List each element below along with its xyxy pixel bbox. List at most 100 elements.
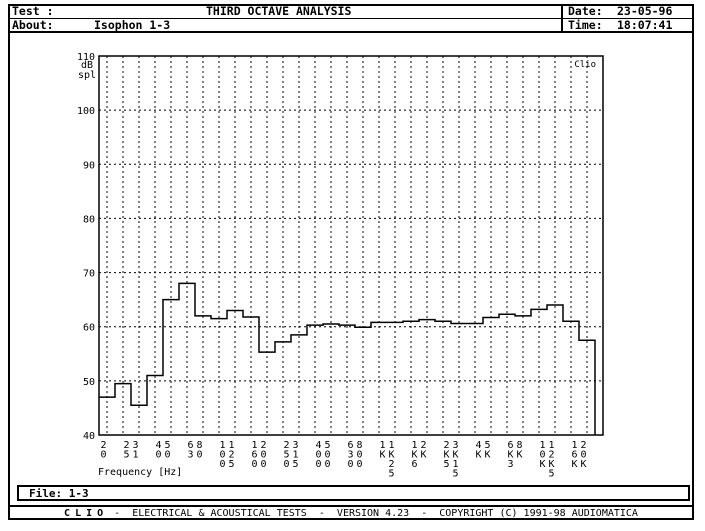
x-tick-char: 0 [315,450,321,461]
x-tick-char: 2 [228,450,234,461]
x-tick-char: 3 [187,450,193,461]
x-tick-char: 6 [571,450,577,461]
x-tick-labels: 2 02 53 14 05 06 38 01 0 01 2 51 6 02 0 02 5 03 1 54 0 05 0 06 3… [100,440,586,480]
x-tick-char: 3 [132,440,138,451]
x-tick-char: 5 [548,469,554,480]
x-tick-char: 6 [411,459,417,470]
x-tick-char: 5 [388,469,394,480]
x-tick-char: K [379,450,385,461]
x-tick-char: K [539,459,545,470]
x-tick-char: 5 [484,440,490,451]
x-tick-char: 2 [260,440,266,451]
x-tick-char: 5 [164,440,170,451]
y-tick-label: 40 [83,431,95,442]
spectrum-trace [99,282,596,435]
header-row-test: Test : THIRD OCTAVE ANALYSIS Date: 23-05… [8,4,694,19]
y-tick-label: 70 [83,269,95,280]
x-tick-char: 0 [219,450,225,461]
header-row-about: About: Isophon 1-3 Time: 18:07:41 [8,18,694,33]
x-tick-char: 0 [315,459,321,470]
x-tick-char: 0 [356,459,362,470]
x-tick-char: 1 [292,450,298,461]
file-value: 1-3 [68,487,89,500]
y-tick-label: 50 [83,377,95,388]
x-tick-char: 0 [347,459,353,470]
x-tick-char: K [475,450,481,461]
y-axis-label: dB spl [78,60,96,81]
x-tick-char: 4 [155,440,161,451]
page-title: THIRD OCTAVE ANALYSIS [206,4,352,18]
x-tick-char: 2 [283,440,289,451]
date-value: 23-05-96 [617,4,673,18]
x-tick-char: 4 [315,440,321,451]
file-box: File: 1-3 [17,485,690,501]
about-label: About: [12,18,54,32]
x-tick-char: 1 [379,440,385,451]
x-tick-char: 5 [443,459,449,470]
x-tick-char: 0 [196,450,202,461]
x-tick-char: K [580,459,586,470]
plot-border [98,55,604,436]
x-tick-char: 8 [356,440,362,451]
x-tick-char: 0 [580,450,586,461]
x-tick-char: 0 [155,450,161,461]
x-tick-char: 6 [507,440,513,451]
x-tick-char: 0 [539,450,545,461]
x-tick-char: 8 [196,440,202,451]
x-tick-char: 1 [388,440,394,451]
x-tick-char: 2 [123,440,129,451]
x-tick-char: 3 [292,440,298,451]
x-tick-char: K [443,450,449,461]
x-tick-char: 0 [100,450,106,461]
window-frame [8,4,694,520]
x-tick-char: 1 [132,450,138,461]
y-tick-label: 60 [83,323,95,334]
x-tick-char: 1 [219,440,225,451]
x-tick-char: K [507,450,513,461]
x-tick-char: 4 [475,440,481,451]
status-footer: CLIO - ELECTRICAL & ACOUSTICAL TESTS - V… [8,505,694,520]
about-value: Isophon 1-3 [94,18,171,32]
x-tick-char: 1 [251,440,257,451]
x-tick-char: 2 [388,459,394,470]
x-tick-char: 1 [548,440,554,451]
x-tick-char: 6 [251,450,257,461]
x-tick-char: 5 [324,440,330,451]
x-tick-char: 0 [219,459,225,470]
y-axis-label-line: dB [81,60,93,71]
x-tick-char: 3 [347,450,353,461]
x-tick-char: 1 [228,440,234,451]
x-tick-char: 5 [452,469,458,480]
x-tick-char: K [548,459,554,470]
grid [99,56,603,435]
file-label: File: [29,487,63,500]
y-tick-label: 100 [77,106,95,117]
x-tick-char: 2 [580,440,586,451]
x-tick-char: 2 [548,450,554,461]
